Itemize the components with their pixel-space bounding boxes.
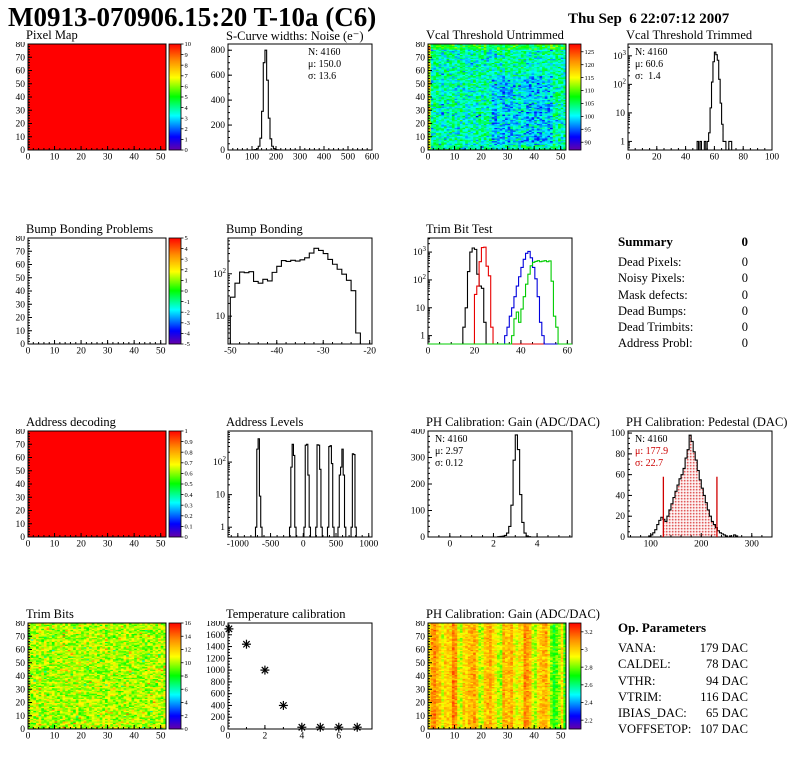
op-param-label: VANA:	[618, 641, 656, 655]
ph-gain-hist-chart	[400, 429, 599, 553]
timestamp: Thu Sep 6 22:07:12 2007	[568, 11, 730, 27]
chart-title: Vcal Threshold Trimmed	[626, 28, 753, 42]
cell-ph-pedestal: PH Calibration: Pedestal (DAC)	[600, 415, 796, 553]
summary-row-label: Address Probl:	[618, 336, 693, 351]
temperature-calibration-chart	[200, 621, 399, 745]
op-parameters-panel: Op. Parameters VANA: 179 DAC CALDEL: 78 DA…	[618, 620, 748, 738]
summary-row-value: 0	[741, 303, 748, 318]
trim-bits-map-chart	[0, 621, 199, 745]
summary-row-label: Dead Trimbits:	[618, 320, 694, 335]
cell-address-decoding: Address decoding	[0, 415, 199, 553]
cell-temperature-calibration: Temperature calibration	[200, 607, 399, 745]
address-levels-chart	[200, 429, 399, 553]
chart-title: Address decoding	[26, 415, 116, 429]
op-param-label: VTRIM:	[618, 689, 662, 704]
op-param-label: CALDEL:	[618, 657, 671, 672]
op-param-label: VTHR:	[618, 673, 656, 688]
op-param-value: 116 DAC	[700, 689, 748, 704]
bump-problems-chart	[0, 236, 199, 360]
cell-ph-gain-hist: PH Calibration: Gain (ADC/DAC)	[400, 415, 600, 553]
summary-row-label: Noisy Pixels:	[618, 271, 686, 286]
summary-value: 0	[741, 234, 749, 249]
chart-title: Address Levels	[226, 415, 304, 429]
summary-row-value: 0	[741, 287, 748, 302]
ph-pedestal-chart	[600, 429, 796, 553]
cell-trim-bits-map: Trim Bits	[0, 607, 199, 745]
cell-bump-problems: Bump Bonding Problems	[0, 222, 199, 360]
chart-title: Vcal Threshold Untrimmed	[426, 28, 564, 42]
chart-title: Temperature calibration	[226, 607, 346, 621]
summary-panel: Summary 0 Dead Pixels: 0 Noisy Pixels: 0 M…	[618, 234, 748, 352]
scurve-noise-chart	[200, 42, 399, 166]
op-param-value: 107 DAC	[699, 722, 748, 737]
cell-scurve-noise: S-Curve widths: Noise (e⁻)	[200, 28, 399, 166]
trim-bit-test-chart	[400, 236, 599, 360]
chart-title: PH Calibration: Gain (ADC/DAC)	[426, 607, 600, 621]
summary-row-label: Dead Bumps:	[618, 303, 687, 318]
op-param-label: IBIAS_DAC:	[618, 706, 687, 721]
op-param-value: 179 DAC	[699, 641, 748, 655]
chart-title: S-Curve widths: Noise (e⁻)	[226, 29, 364, 43]
vcal-untrimmed-chart	[400, 42, 599, 166]
op-param-label: VOFFSETOP:	[618, 722, 692, 737]
page-title: M0913-070906.15:20 T-10a (C6)	[8, 2, 377, 32]
ph-gain-map-chart	[400, 621, 599, 745]
summary-row-label: Mask defects:	[618, 287, 688, 302]
op-param-value: 94 DAC	[705, 673, 748, 688]
bump-bonding-chart	[200, 236, 399, 360]
cell-address-levels: Address Levels	[200, 415, 399, 553]
address-decoding-chart	[0, 429, 199, 553]
summary-row-value: 0	[741, 255, 748, 269]
chart-title: PH Calibration: Gain (ADC/DAC)	[426, 415, 600, 429]
chart-title: Trim Bit Test	[426, 222, 493, 236]
chart-title: Bump Bonding	[226, 222, 303, 236]
pixel-map-chart	[0, 42, 199, 166]
op-parameters-title: Op. Parameters	[618, 620, 707, 635]
summary-row-label: Dead Pixels:	[618, 255, 682, 269]
cell-pixel-map: Pixel Map	[0, 28, 199, 166]
op-param-value: 78 DAC	[705, 657, 748, 672]
chart-title: Trim Bits	[26, 607, 74, 621]
op-param-value: 65 DAC	[705, 706, 748, 721]
summary-title: Summary	[618, 234, 673, 249]
cell-trim-bit-test: Trim Bit Test	[400, 222, 599, 360]
cell-bump-bonding: Bump Bonding	[200, 222, 399, 360]
cell-vcal-trimmed: Vcal Threshold Trimmed	[600, 28, 796, 166]
chart-title: Pixel Map	[26, 28, 78, 42]
vcal-trimmed-chart	[600, 42, 796, 166]
cell-ph-gain-map: PH Calibration: Gain (ADC/DAC)	[400, 607, 600, 745]
cell-vcal-untrimmed: Vcal Threshold Untrimmed	[400, 28, 599, 166]
chart-title: Bump Bonding Problems	[26, 222, 154, 236]
chart-title: PH Calibration: Pedestal (DAC)	[626, 415, 788, 429]
summary-row-value: 0	[741, 271, 748, 286]
summary-row-value: 0	[741, 336, 748, 351]
summary-row-value: 0	[741, 320, 748, 335]
